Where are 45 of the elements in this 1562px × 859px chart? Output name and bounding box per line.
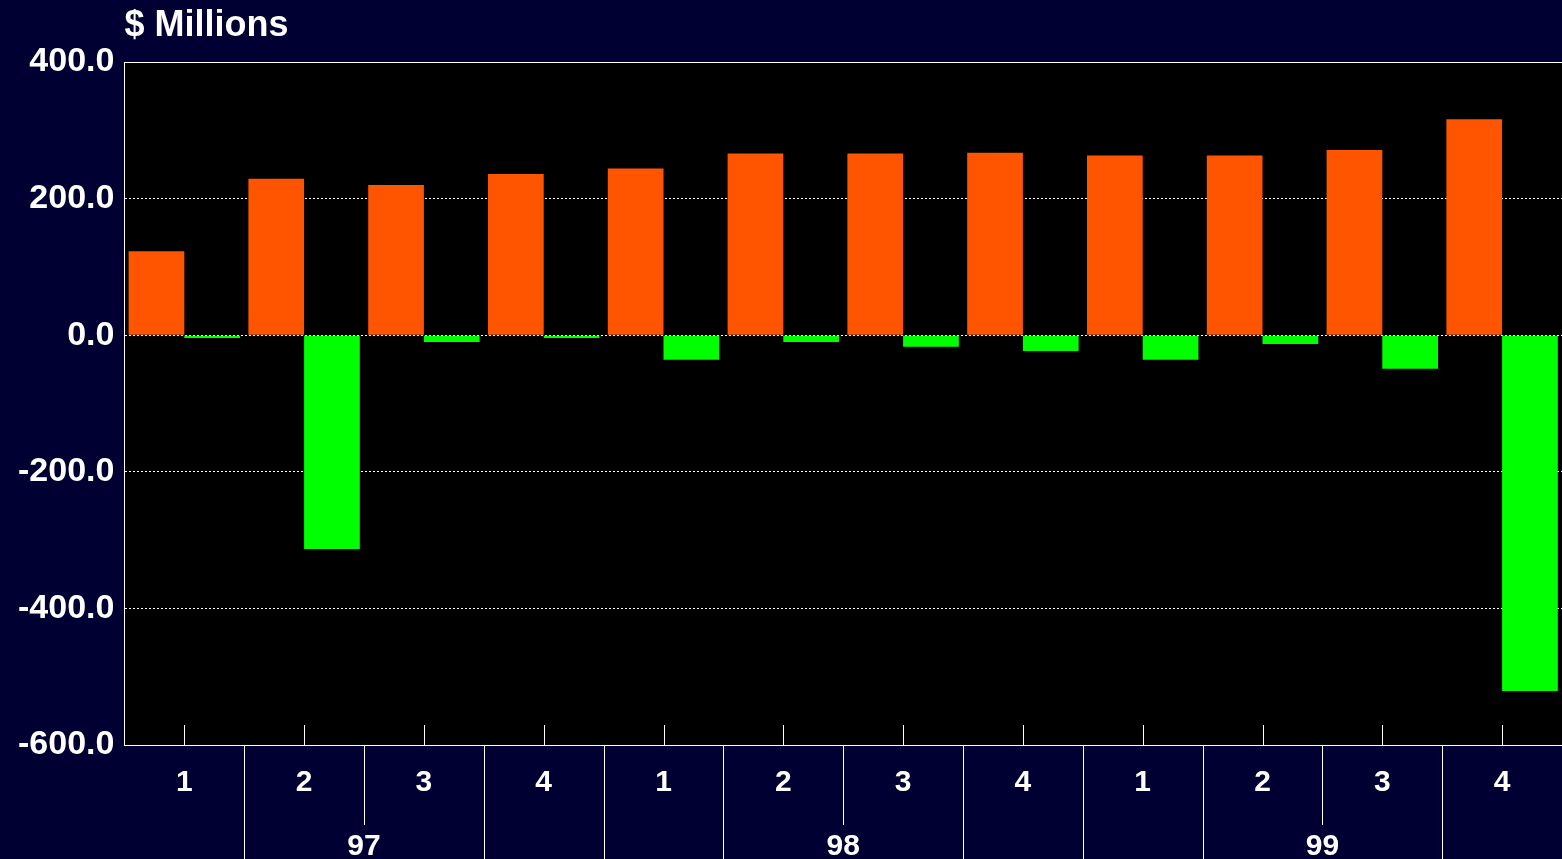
bar [128, 251, 185, 335]
x-tick-label: 1 [1134, 764, 1152, 798]
y-tick-label: 400.0 [29, 40, 115, 79]
bar [488, 174, 544, 335]
chart-title: $ Millions [124, 2, 289, 44]
x-tick-label: 3 [894, 764, 912, 798]
bar [607, 168, 664, 335]
bar [423, 335, 480, 343]
bar [1382, 335, 1439, 369]
bar [1142, 335, 1199, 360]
x-tick-label: 3 [1373, 764, 1391, 798]
bar [1086, 155, 1143, 335]
bar [1502, 335, 1558, 692]
bar [368, 184, 424, 335]
bar [1262, 335, 1319, 345]
bar [248, 178, 305, 335]
text: 97 [347, 828, 381, 859]
bar [967, 152, 1023, 335]
bar [1326, 150, 1383, 335]
x-tick-label: 1 [175, 764, 193, 798]
y-tick-label: -400.0 [18, 586, 115, 625]
y-tick-label: 0.0 [67, 313, 115, 352]
x-tick-label: 2 [295, 764, 313, 798]
bar [1446, 119, 1503, 335]
bar [1022, 335, 1079, 351]
bar [903, 335, 959, 347]
y-tick-label: -200.0 [18, 450, 115, 489]
bar [663, 335, 720, 360]
bar [847, 153, 904, 335]
bar [1206, 155, 1263, 335]
x-tick-label: 4 [1014, 764, 1032, 798]
bar [783, 335, 840, 343]
x-tick-label: 2 [774, 764, 792, 798]
y-tick-label: 200.0 [29, 176, 115, 215]
x-tick-label: 2 [1254, 764, 1271, 798]
bar [304, 335, 360, 549]
bar [184, 335, 241, 338]
x-tick-label: 3 [415, 764, 433, 798]
bar [727, 153, 784, 335]
x-tick-label: 1 [655, 764, 672, 798]
x-tick-label: 4 [1493, 764, 1511, 798]
y-tick-label: -600.0 [18, 723, 115, 762]
text: 99 [1305, 828, 1340, 859]
text: 98 [826, 828, 860, 859]
x-tick-label: 4 [535, 764, 553, 798]
